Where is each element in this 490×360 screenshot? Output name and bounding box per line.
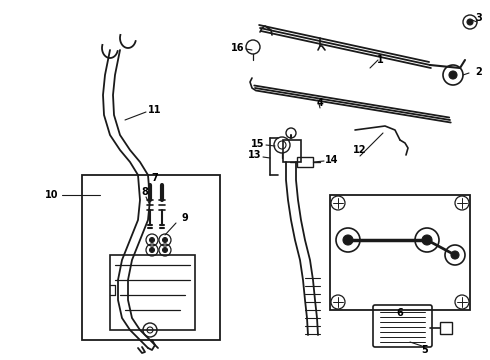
Text: 16: 16 <box>231 43 245 53</box>
Circle shape <box>422 235 432 245</box>
Bar <box>440 322 452 334</box>
Circle shape <box>343 235 353 245</box>
Bar <box>330 195 470 310</box>
Circle shape <box>149 248 154 252</box>
Text: 6: 6 <box>396 308 403 318</box>
Text: 14: 14 <box>325 155 339 165</box>
Bar <box>297 157 313 167</box>
Text: 2: 2 <box>476 67 482 77</box>
Circle shape <box>149 238 154 243</box>
Text: 11: 11 <box>148 105 162 115</box>
Text: 13: 13 <box>248 150 262 160</box>
Text: 4: 4 <box>317 98 323 108</box>
Text: 5: 5 <box>421 345 428 355</box>
Circle shape <box>449 71 457 79</box>
Bar <box>283 140 301 162</box>
Text: 12: 12 <box>353 145 367 155</box>
Circle shape <box>451 251 459 259</box>
Circle shape <box>467 19 473 25</box>
Circle shape <box>163 248 168 252</box>
Circle shape <box>163 238 168 243</box>
Text: 15: 15 <box>251 139 265 149</box>
Text: 7: 7 <box>151 173 158 183</box>
Bar <box>82 175 220 340</box>
Bar <box>110 255 195 330</box>
Text: 10: 10 <box>45 190 59 200</box>
Text: 8: 8 <box>142 187 148 197</box>
Text: 9: 9 <box>182 213 188 223</box>
Text: 1: 1 <box>377 55 383 65</box>
Text: 3: 3 <box>476 13 482 23</box>
